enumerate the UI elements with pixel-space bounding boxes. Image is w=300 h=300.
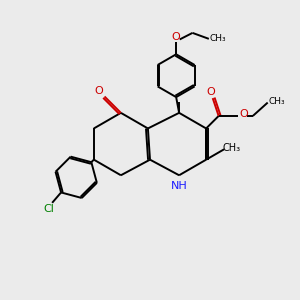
Text: Cl: Cl	[44, 204, 55, 214]
Text: O: O	[95, 86, 103, 96]
Text: CH₃: CH₃	[268, 97, 285, 106]
Text: CH₃: CH₃	[223, 143, 241, 153]
Text: O: O	[239, 110, 248, 119]
Text: CH₃: CH₃	[209, 34, 226, 43]
Text: NH: NH	[171, 181, 188, 191]
Text: O: O	[172, 32, 181, 42]
Text: O: O	[207, 87, 216, 97]
